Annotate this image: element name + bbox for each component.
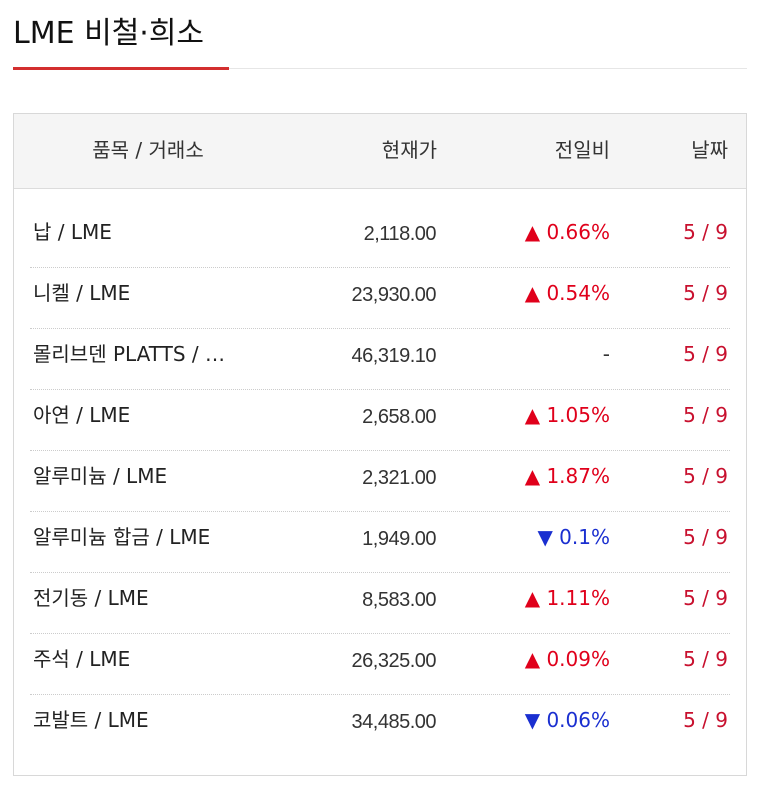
- date: 5 / 9: [683, 464, 728, 488]
- item-name: 아연 / LME: [33, 403, 131, 427]
- item-name: 전기동 / LME: [33, 586, 149, 610]
- date: 5 / 9: [683, 647, 728, 671]
- price: 2,658.00: [362, 406, 436, 428]
- item-name: 니켈 / LME: [33, 281, 131, 305]
- column-header: 품목 / 거래소: [92, 138, 204, 162]
- date: 5 / 9: [683, 403, 728, 427]
- price: 1,949.00: [362, 528, 436, 550]
- date: 5 / 9: [683, 708, 728, 732]
- row-separator: [30, 267, 730, 268]
- row-separator: [30, 572, 730, 573]
- date: 5 / 9: [683, 525, 728, 549]
- item-name: 알루미늄 합금 / LME: [33, 525, 211, 549]
- row-separator: [30, 694, 730, 695]
- change: -: [602, 342, 610, 366]
- change: ▲ 0.54%: [524, 281, 610, 305]
- item-name: 주석 / LME: [33, 647, 131, 671]
- price: 26,325.00: [351, 650, 437, 672]
- row-separator: [30, 389, 730, 390]
- date: 5 / 9: [683, 586, 728, 610]
- item-name: 몰리브덴 PLATTS / …: [33, 342, 225, 366]
- table-box: [13, 113, 747, 776]
- date: 5 / 9: [683, 281, 728, 305]
- change: ▼ 0.06%: [524, 708, 610, 732]
- item-name: 코발트 / LME: [33, 708, 149, 732]
- date: 5 / 9: [683, 220, 728, 244]
- price: 2,321.00: [362, 467, 436, 489]
- price: 8,583.00: [362, 589, 436, 611]
- row-separator: [30, 633, 730, 634]
- row-separator: [30, 450, 730, 451]
- change: ▲ 0.09%: [524, 647, 610, 671]
- column-header: 현재가: [381, 138, 437, 162]
- price: 46,319.10: [351, 345, 437, 367]
- row-separator: [30, 328, 730, 329]
- price: 34,485.00: [351, 711, 437, 733]
- date: 5 / 9: [683, 342, 728, 366]
- column-header: 전일비: [554, 138, 610, 162]
- title-underline: [13, 67, 229, 70]
- item-name: 알루미늄 / LME: [33, 464, 168, 488]
- change: ▼ 0.1%: [537, 525, 610, 549]
- table-header: [14, 114, 746, 189]
- price: 2,118.00: [363, 223, 437, 245]
- section-title: LME 비철·희소: [13, 16, 205, 51]
- title-rule: [13, 68, 747, 69]
- change: ▲ 1.87%: [524, 464, 610, 488]
- change: ▲ 1.11%: [524, 586, 610, 610]
- row-separator: [30, 511, 730, 512]
- column-header: 날짜: [691, 138, 728, 162]
- price: 23,930.00: [351, 284, 437, 306]
- change: ▲ 0.66%: [524, 220, 610, 244]
- item-name: 납 / LME: [33, 220, 112, 244]
- change: ▲ 1.05%: [524, 403, 610, 427]
